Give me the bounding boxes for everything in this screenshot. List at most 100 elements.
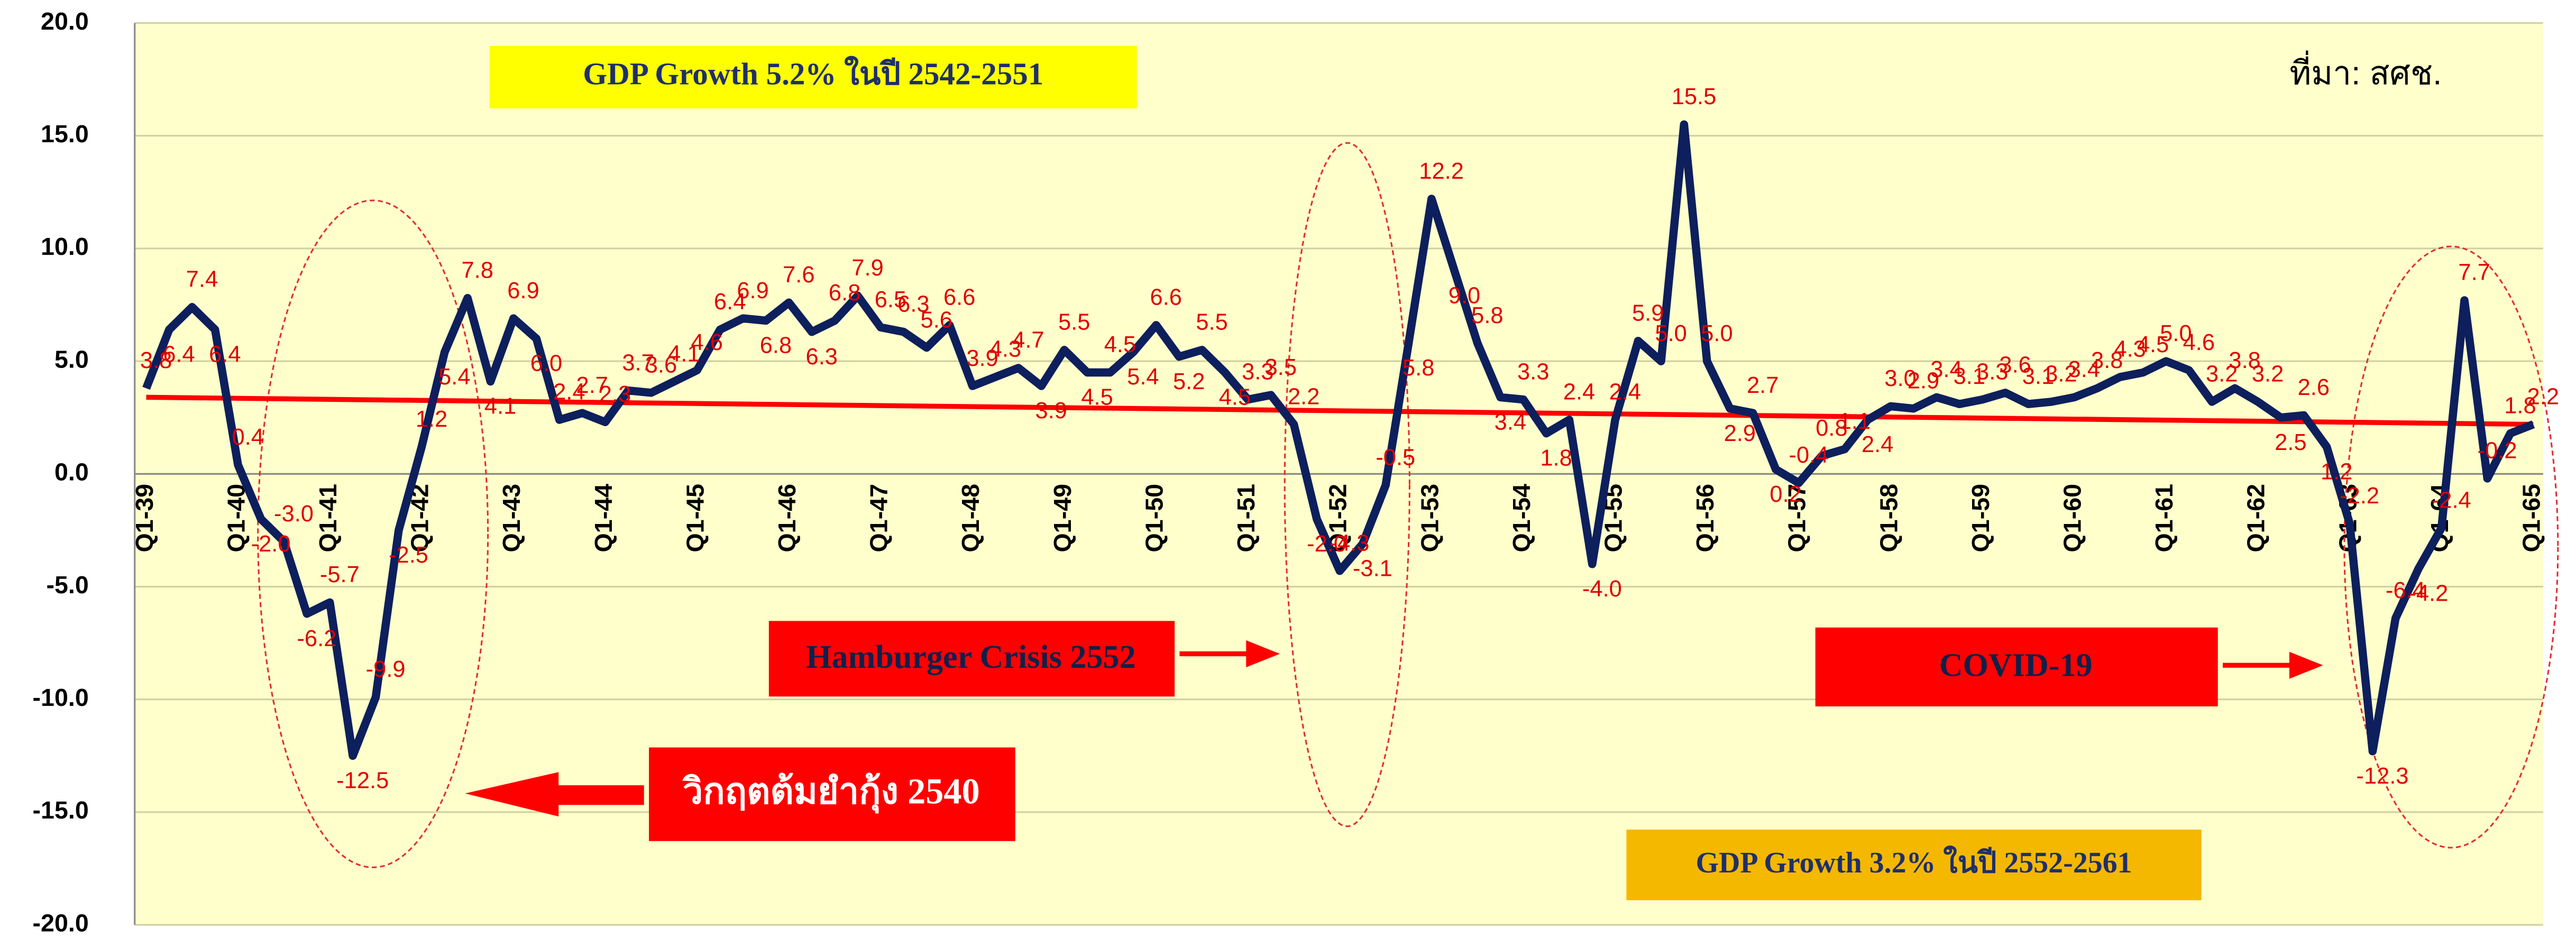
data-label: 1.2 [2321,459,2352,484]
data-label: -0.2 [2478,438,2517,464]
data-label: 2.2 [1288,384,1319,409]
data-label: 2.4 [1563,380,1595,405]
x-tick-label: Q1-54 [1508,484,1535,553]
data-label: -5.7 [320,562,360,587]
data-label: 0.2 [1770,482,1801,507]
arrow [2223,651,2323,679]
x-tick-label: Q1-58 [1875,484,1902,553]
trend-line [146,394,2534,427]
data-label: 6.6 [943,285,975,310]
data-label: 9.0 [1449,283,1480,309]
data-label: 3.3 [1976,359,2008,384]
data-label: 5.6 [921,307,952,333]
data-label: 2.7 [576,373,608,398]
data-label: 3.4 [2068,357,2100,382]
data-label: -4.0 [1582,576,1622,602]
data-label: -6.4 [2386,578,2425,603]
data-label: 4.3 [2114,337,2146,362]
data-label: 1.8 [1540,446,1572,471]
x-tick-label: Q1-51 [1232,484,1260,553]
y-tick-label: -10.0 [33,684,89,711]
data-label: 5.5 [1058,310,1090,335]
arrow [465,772,644,817]
ellipses [257,142,2559,868]
data-label: 3.9 [1035,398,1067,424]
source: ที่มา: สศช. [2289,50,2442,91]
x-tick-label: Q1-50 [1140,484,1168,553]
data-label: 3.5 [1265,355,1297,380]
annotation-box [489,45,1137,109]
y-tick-label: -20.0 [33,909,89,936]
annotation: COVID-19 [1939,648,2093,684]
data-label: 2.5 [2275,430,2306,455]
data-label: 6.8 [829,280,860,306]
data-label: 2.9 [1908,368,1939,393]
annotation: วิกฤตต้มยำกุ้ง 2540 [682,771,979,813]
annotation: GDP Growth 3.2% ในปี 2552-2561 [1695,845,2132,879]
data-label: 4.5 [1104,332,1136,357]
data-label: -2.0 [1307,531,1346,557]
data-label: 4.3 [989,337,1021,362]
data-label: 6.4 [714,289,746,315]
data-label: 3.9 [966,346,998,371]
y-tick-label: -5.0 [46,571,88,599]
data-label: 3.0 [1884,366,1916,391]
annotation-box [1815,627,2218,706]
y-tick-label: 20.0 [41,7,89,35]
data-label: 5.8 [1402,355,1434,381]
x-tick-label: Q1-40 [222,484,250,553]
y-tick-label: 15.0 [41,120,89,148]
data-label: 4.5 [2137,332,2169,357]
data-label: -4.2 [2408,581,2448,606]
data-label: 7.6 [783,262,814,288]
y-tick-label: 5.0 [54,345,89,373]
data-label: 3.4 [1930,357,1962,382]
data-label: 4.5 [1219,385,1251,410]
annotation: Hamburger Crisis 2552 [806,639,1135,675]
data-label: -0.5 [1376,445,1415,470]
x-tick-label: Q1-59 [1967,484,1994,553]
data-label: 6.4 [163,342,195,367]
data-label: 2.9 [1724,421,1756,446]
data-label: 4.7 [1012,328,1044,353]
data-label: -12.3 [2356,764,2408,789]
data-label: -6.2 [297,626,336,651]
data-label: 5.0 [2160,321,2192,346]
x-tick-label: Q1-43 [498,484,525,553]
data-label: 5.0 [1655,321,1686,346]
data-label: 7.9 [851,255,883,281]
data-label: 0.8 [1816,416,1847,441]
x-tick-label: Q1-61 [2150,484,2178,553]
x-tick-label: Q1-44 [590,484,617,553]
data-label: 1.1 [1839,409,1871,434]
x-tick-label: Q1-57 [1783,484,1811,553]
data-label: 0.4 [232,425,263,450]
data-label: 6.8 [760,333,792,358]
data-label: 3.3 [1517,359,1549,384]
data-label: -2.5 [389,542,428,568]
data-label: 1.8 [2504,393,2536,418]
data-label: 2.6 [2298,375,2330,400]
data-label: 4.6 [691,330,723,355]
data-label: 6.9 [737,278,768,304]
data-label: 2.4 [1609,380,1641,405]
data-label: 4.1 [668,341,700,366]
x-tick-label: Q1-60 [2059,484,2086,553]
data-label: -3.0 [274,501,314,527]
data-label: 3.4 [1495,410,1526,435]
x-tick-label: Q1-45 [681,484,709,553]
x-tick-label: Q1-41 [314,484,342,553]
data-label: 5.4 [438,364,470,390]
data-label: 3.1 [2022,364,2054,389]
data-label: -2.0 [251,531,291,557]
data-label: 6.3 [897,291,929,317]
data-label: 15.5 [1672,84,1717,109]
x-tick-label: Q1-56 [1691,484,1719,553]
data-label: 6.5 [875,287,906,312]
data-label: 6.4 [209,342,241,367]
data-label: 3.2 [2206,362,2238,387]
annotation-box [649,747,1015,841]
data-label: 3.1 [1954,364,1985,389]
data-label: 5.9 [1632,301,1664,326]
